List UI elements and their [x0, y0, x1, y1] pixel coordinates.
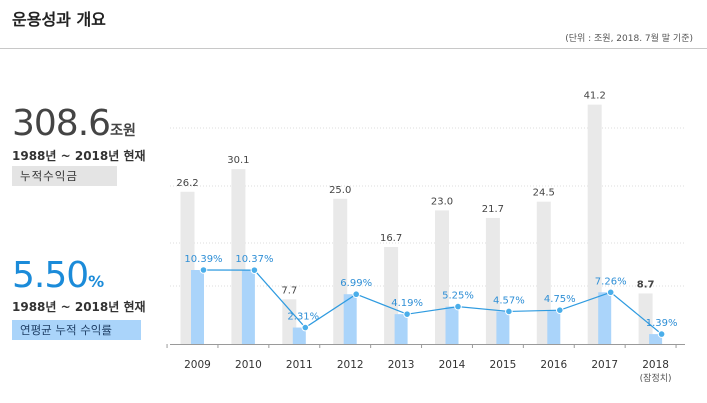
return-bar-2010	[241, 270, 255, 344]
cumulative-value: 308.6조원	[12, 106, 136, 142]
return-point-2014	[454, 302, 462, 311]
amount-label-2017: 41.2	[584, 91, 606, 102]
return-bar-2011	[292, 327, 306, 344]
x-tick-label-2016: 2016	[540, 359, 567, 371]
return-point-2016	[556, 306, 564, 314]
return-bar-2014	[445, 306, 459, 344]
title-divider	[0, 48, 707, 49]
return-bar-2015	[496, 311, 510, 344]
amount-bar-2017	[587, 104, 602, 345]
return-label-2017: 7.26%	[595, 276, 627, 287]
return-bar-2009	[191, 270, 204, 344]
return-label-2012: 6.99%	[340, 278, 372, 289]
avg-return-unit: %	[88, 272, 105, 291]
amount-label-2014: 23.0	[431, 196, 453, 207]
return-point-2012	[352, 290, 361, 299]
cumulative-unit: 조원	[110, 123, 136, 139]
return-bar-2018	[649, 334, 663, 344]
x-tick-label-2014: 2014	[439, 359, 466, 371]
return-point-2010	[250, 266, 259, 274]
amount-bar-2016	[536, 201, 551, 344]
page-title: 운용성과 개요	[12, 10, 106, 29]
return-point-2018	[657, 330, 666, 338]
amount-label-2010: 30.1	[227, 155, 249, 166]
amount-label-2013: 16.7	[380, 233, 402, 244]
avg-return-label-badge: 연평균 누적 수익률	[12, 320, 141, 340]
x-tick-note-2018: (잠정치)	[640, 372, 672, 384]
return-bar-2012	[343, 294, 357, 344]
return-bar-2017	[598, 292, 612, 344]
x-tick-label-2011: 2011	[286, 359, 313, 371]
return-point-2011	[301, 323, 310, 332]
amount-label-2016: 24.5	[533, 188, 555, 199]
return-label-2011: 2.31%	[287, 312, 319, 323]
return-label-2015: 4.57%	[493, 295, 525, 306]
x-tick-label-2013: 2013	[388, 359, 415, 371]
return-label-2013: 4.19%	[391, 298, 423, 309]
return-point-2009	[199, 266, 208, 274]
amount-label-2012: 25.0	[329, 185, 351, 196]
x-tick-label-2018: 2018	[642, 359, 669, 371]
return-label-2014: 5.25%	[442, 291, 474, 302]
return-bar-2013	[394, 314, 408, 344]
return-label-2018: 1.39%	[646, 318, 678, 329]
amount-label-2009: 26.2	[176, 178, 198, 189]
x-tick-label-2015: 2015	[490, 359, 517, 371]
avg-return-period: 1988년 ~ 2018년 현재	[12, 300, 146, 314]
amount-label-2011: 7.7	[281, 285, 297, 296]
x-tick-label-2010: 2010	[235, 359, 262, 371]
return-line	[203, 269, 662, 335]
cumulative-label-badge: 누적수익금	[12, 166, 117, 186]
cumulative-number: 308.6	[12, 103, 111, 144]
return-label-2010: 10.37%	[235, 254, 273, 265]
return-point-2013	[403, 310, 411, 318]
amount-bar-2018	[638, 293, 653, 344]
unit-note: (단위 : 조원, 2018. 7월 말 기준)	[565, 34, 693, 44]
return-point-2015	[505, 307, 513, 316]
return-label-2016: 4.75%	[544, 294, 576, 305]
x-tick-label-2017: 2017	[591, 359, 618, 371]
x-tick-label-2012: 2012	[337, 359, 364, 371]
avg-return-number: 5.50	[12, 255, 89, 296]
cumulative-period: 1988년 ~ 2018년 현재	[12, 149, 146, 163]
amount-label-2015: 21.7	[482, 204, 504, 215]
return-point-2017	[606, 288, 615, 297]
return-label-2009: 10.39%	[184, 254, 222, 265]
avg-return-value: 5.50%	[12, 258, 104, 294]
x-tick-label-2009: 2009	[184, 359, 211, 371]
return-bar-2016	[547, 310, 561, 344]
amount-label-2018: 8.7	[637, 279, 655, 290]
